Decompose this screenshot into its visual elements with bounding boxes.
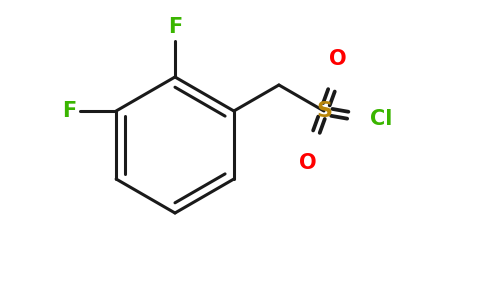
Text: F: F xyxy=(62,101,76,121)
Text: S: S xyxy=(316,101,332,121)
Text: Cl: Cl xyxy=(370,109,393,129)
Text: F: F xyxy=(168,17,182,37)
Text: O: O xyxy=(329,50,347,69)
Text: O: O xyxy=(300,153,317,172)
